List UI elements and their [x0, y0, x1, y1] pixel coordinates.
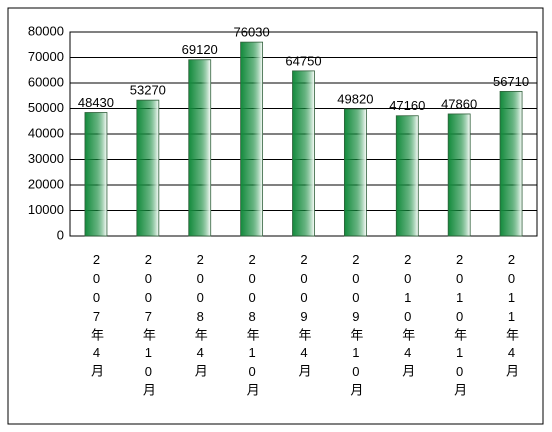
x-tick-label: 2009年10月: [348, 252, 364, 400]
x-tick-label: 2009年4月: [296, 252, 312, 381]
y-tick-label: 60000: [28, 74, 64, 89]
x-tick-label: 2007年4月: [88, 252, 104, 381]
value-label: 53270: [130, 83, 166, 98]
x-tick-label: 2008年4月: [192, 252, 208, 381]
y-tick-label: 10000: [28, 202, 64, 217]
value-label: 47860: [441, 96, 477, 111]
value-label: 47160: [389, 98, 425, 113]
chart-border: [7, 7, 544, 425]
value-label: 76030: [234, 25, 270, 40]
x-tick-label: 2007年10月: [140, 252, 156, 400]
bar: [447, 113, 471, 237]
x-tick-label: 2011年4月: [504, 252, 520, 381]
y-tick-label: 40000: [28, 125, 64, 140]
x-tick-label: 2010年10月: [452, 252, 468, 400]
bar: [84, 112, 108, 237]
value-label: 56710: [493, 74, 529, 89]
bar: [395, 115, 419, 237]
bar: [292, 70, 315, 237]
bar: [188, 59, 212, 237]
value-label: 69120: [182, 42, 218, 57]
y-tick-label: 80000: [28, 23, 64, 38]
value-label: 64750: [285, 53, 321, 68]
value-label: 48430: [78, 95, 114, 110]
value-label: 49820: [337, 91, 373, 106]
bar: [499, 90, 523, 237]
y-tick-label: 0: [57, 227, 64, 242]
bar: [240, 41, 264, 237]
y-tick-label: 70000: [28, 49, 64, 64]
x-tick-label: 2008年10月: [244, 252, 260, 400]
y-tick-label: 30000: [28, 151, 64, 166]
x-tick-label: 2010年4月: [400, 252, 416, 381]
y-tick-label: 50000: [28, 100, 64, 115]
bar: [343, 108, 367, 237]
bar: [136, 99, 160, 237]
y-tick-label: 20000: [28, 176, 64, 191]
